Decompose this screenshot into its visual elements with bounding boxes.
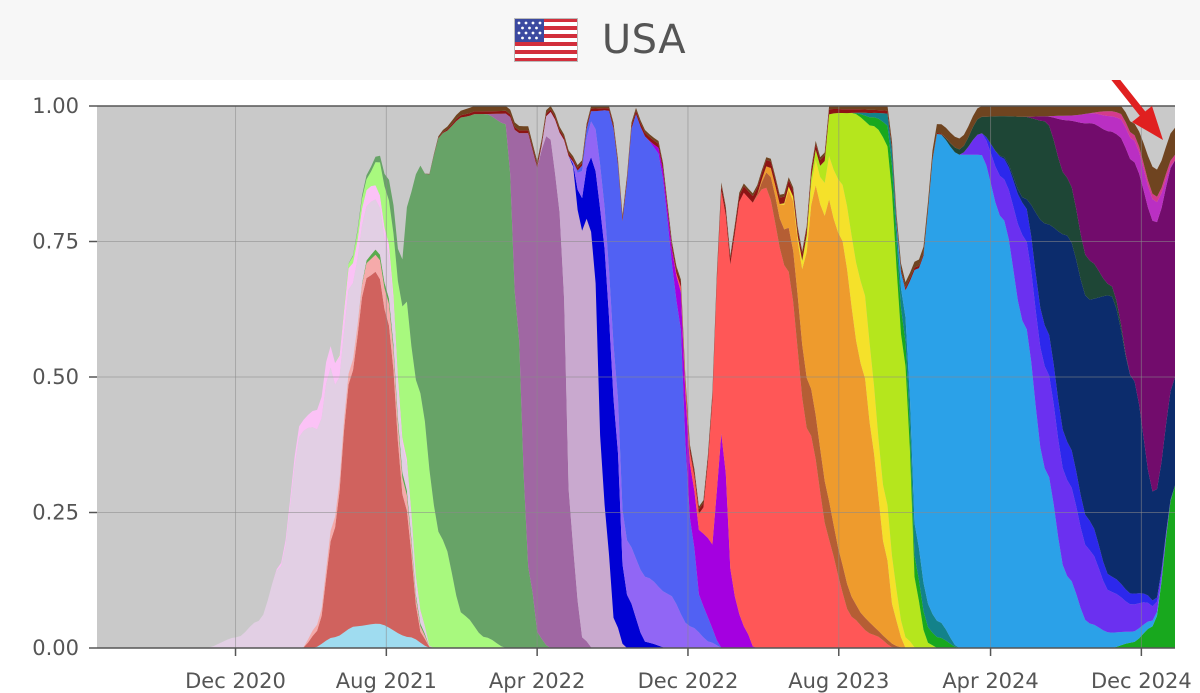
x-tick-label: Aug 2021 bbox=[336, 669, 437, 693]
y-tick-label: 0.00 bbox=[32, 636, 79, 660]
y-tick-label: 0.50 bbox=[32, 365, 79, 389]
annotation-arrow-head bbox=[1132, 106, 1163, 140]
series-area-22 bbox=[97, 110, 1175, 649]
stacked-area-chart: 0.00 0.25 0.50 0.75 1.00 Dec 2020 Aug 2021 Apr … bbox=[32, 80, 1192, 693]
x-tick-label: Apr 2024 bbox=[942, 669, 1038, 693]
series-area-19 bbox=[97, 110, 1175, 649]
y-tick-label: 0.25 bbox=[32, 501, 79, 525]
x-tick-label: Dec 2022 bbox=[638, 669, 739, 693]
x-tick-label: Dec 2024 bbox=[1091, 669, 1192, 693]
y-tick-label: 1.00 bbox=[32, 94, 79, 118]
series-area-2 bbox=[97, 271, 1175, 648]
x-tick-label: Apr 2022 bbox=[489, 669, 585, 693]
series-area-13 bbox=[97, 110, 1175, 649]
annotation-arrow-shaft bbox=[1111, 80, 1150, 122]
x-tick-label: Aug 2023 bbox=[788, 669, 889, 693]
series-area-6 bbox=[97, 185, 1175, 648]
y-tick-label: 0.75 bbox=[32, 230, 79, 254]
series-area-1 bbox=[97, 623, 1175, 648]
x-tick-label: Dec 2020 bbox=[185, 669, 286, 693]
chart-header: USA bbox=[0, 0, 1200, 80]
page-title: USA bbox=[601, 17, 687, 63]
series-area-27 bbox=[97, 110, 1175, 649]
usa-flag-icon bbox=[513, 18, 578, 62]
